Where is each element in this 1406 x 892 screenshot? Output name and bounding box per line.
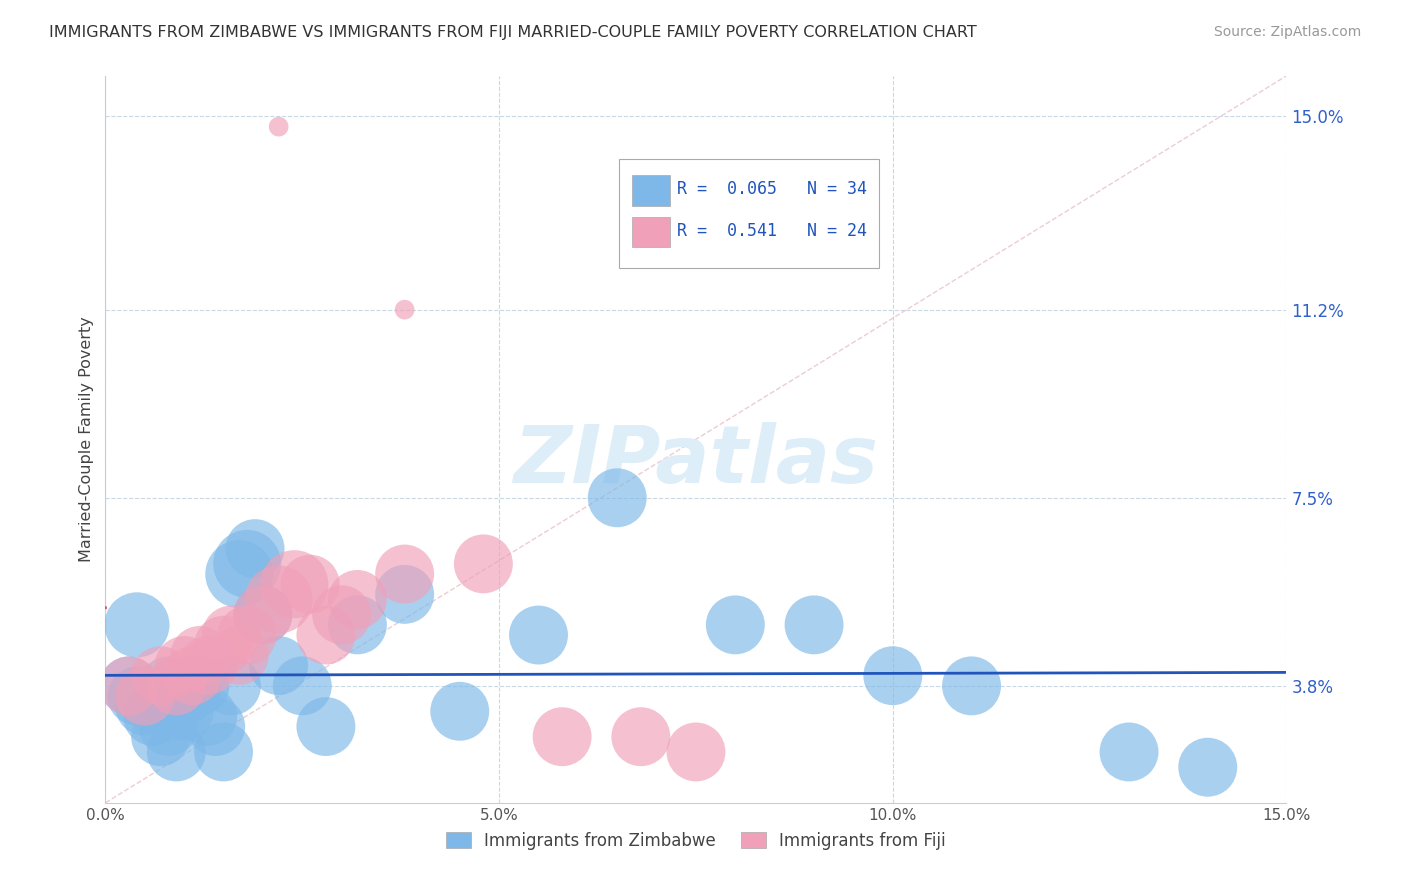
- Text: R =  0.065   N = 34: R = 0.065 N = 34: [678, 180, 868, 198]
- Point: [394, 567, 416, 582]
- Point: [142, 709, 165, 723]
- Point: [267, 592, 290, 607]
- Point: [134, 699, 156, 714]
- Point: [394, 587, 416, 601]
- Point: [228, 567, 250, 582]
- Point: [125, 689, 148, 703]
- Point: [212, 745, 235, 759]
- Point: [157, 679, 180, 693]
- FancyBboxPatch shape: [633, 176, 671, 206]
- Point: [149, 730, 172, 744]
- Point: [346, 592, 368, 607]
- Point: [527, 628, 550, 642]
- Point: [165, 679, 187, 693]
- Point: [630, 730, 652, 744]
- Point: [330, 607, 353, 622]
- Point: [173, 658, 195, 673]
- Point: [197, 658, 219, 673]
- Point: [204, 720, 226, 734]
- Point: [181, 669, 204, 683]
- Point: [173, 704, 195, 718]
- Point: [1118, 745, 1140, 759]
- Text: Source: ZipAtlas.com: Source: ZipAtlas.com: [1213, 25, 1361, 39]
- Point: [283, 577, 305, 591]
- Point: [134, 689, 156, 703]
- Point: [299, 577, 322, 591]
- Point: [149, 669, 172, 683]
- Point: [449, 704, 471, 718]
- Point: [197, 709, 219, 723]
- Point: [228, 648, 250, 663]
- Point: [315, 720, 337, 734]
- Point: [181, 679, 204, 693]
- Text: IMMIGRANTS FROM ZIMBABWE VS IMMIGRANTS FROM FIJI MARRIED-COUPLE FAMILY POVERTY C: IMMIGRANTS FROM ZIMBABWE VS IMMIGRANTS F…: [49, 25, 977, 40]
- Point: [118, 679, 141, 693]
- Point: [118, 679, 141, 693]
- Point: [1197, 760, 1219, 774]
- Point: [165, 745, 187, 759]
- Point: [252, 607, 274, 622]
- Text: R =  0.541   N = 24: R = 0.541 N = 24: [678, 222, 868, 240]
- Point: [236, 557, 259, 571]
- Point: [346, 618, 368, 632]
- Point: [394, 302, 416, 317]
- Point: [236, 628, 259, 642]
- Point: [960, 679, 983, 693]
- Y-axis label: Married-Couple Family Poverty: Married-Couple Family Poverty: [79, 317, 94, 562]
- Point: [221, 679, 243, 693]
- Point: [157, 720, 180, 734]
- Point: [212, 638, 235, 652]
- Point: [803, 618, 825, 632]
- Text: ZIPatlas: ZIPatlas: [513, 422, 879, 500]
- Point: [315, 628, 337, 642]
- FancyBboxPatch shape: [633, 217, 671, 247]
- Point: [551, 730, 574, 744]
- FancyBboxPatch shape: [619, 160, 879, 268]
- Point: [685, 745, 707, 759]
- Point: [472, 557, 495, 571]
- Point: [252, 607, 274, 622]
- Point: [125, 618, 148, 632]
- Point: [267, 120, 290, 134]
- Point: [606, 491, 628, 505]
- Point: [724, 618, 747, 632]
- Point: [188, 648, 211, 663]
- Legend: Immigrants from Zimbabwe, Immigrants from Fiji: Immigrants from Zimbabwe, Immigrants fro…: [439, 825, 953, 856]
- Point: [188, 679, 211, 693]
- Point: [243, 541, 266, 556]
- Point: [267, 658, 290, 673]
- Point: [882, 669, 904, 683]
- Point: [221, 628, 243, 642]
- Point: [291, 679, 314, 693]
- Point: [173, 689, 195, 703]
